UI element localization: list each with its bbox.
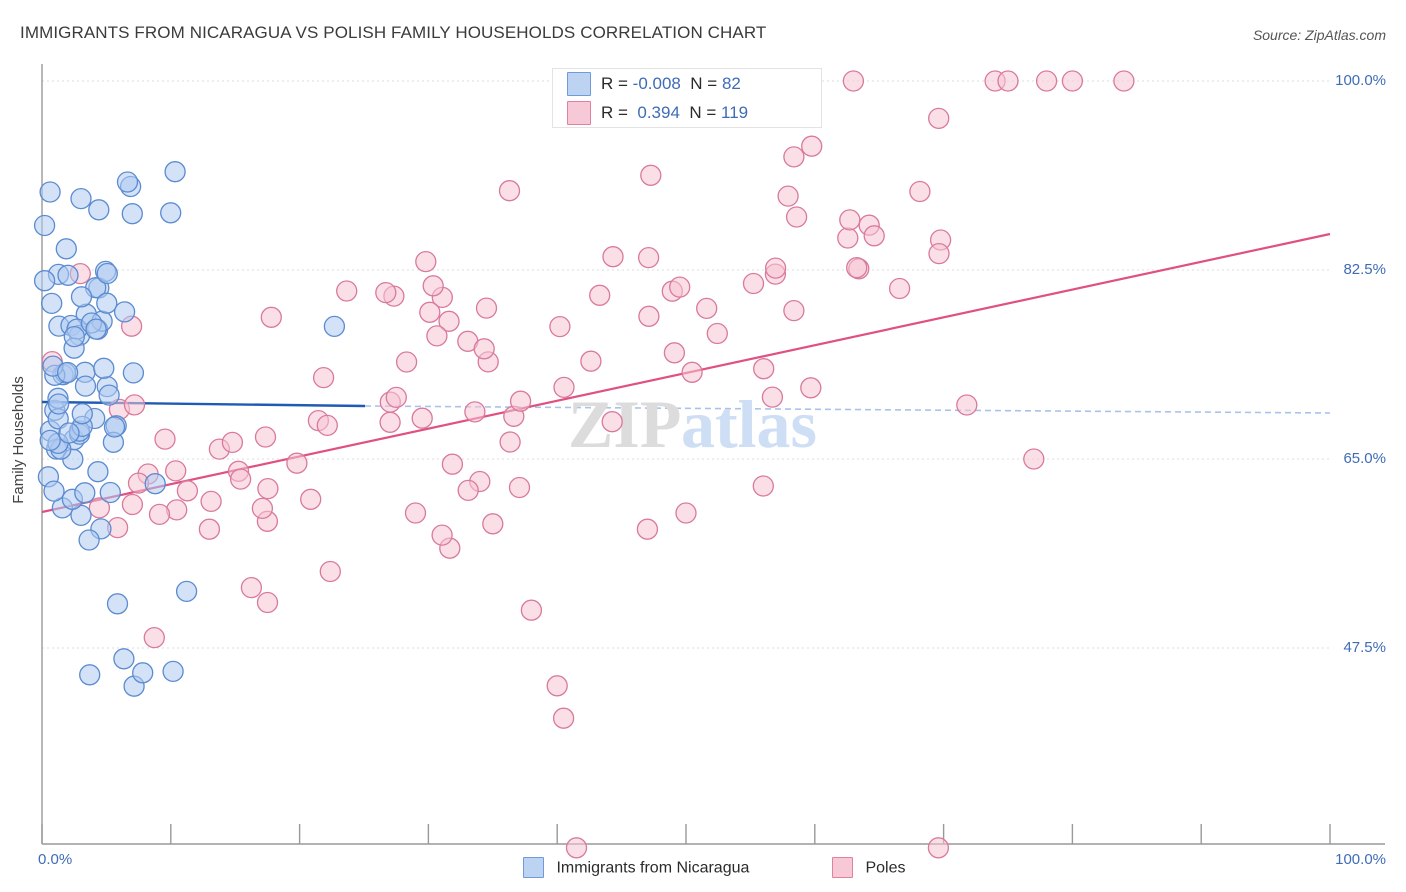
svg-text:ZIP: ZIP xyxy=(568,386,681,462)
svg-text:atlas: atlas xyxy=(681,386,817,462)
